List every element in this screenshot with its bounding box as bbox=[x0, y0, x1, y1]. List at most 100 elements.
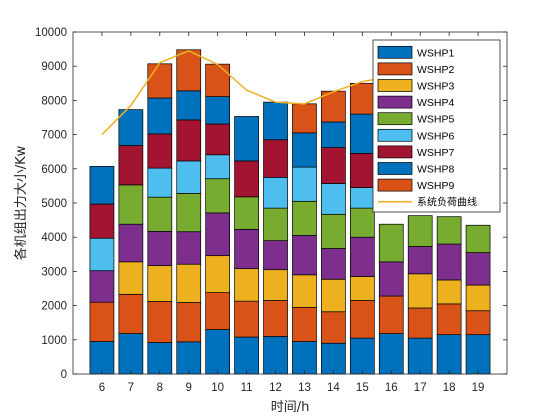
bars bbox=[89, 49, 491, 375]
y-tick-label: 4000 bbox=[41, 232, 67, 244]
bar-segment-wshp5-10 bbox=[205, 178, 231, 214]
bar-segment-wshp5-16 bbox=[378, 223, 404, 263]
legend: WSHP1 WSHP2 WSHP3 WSHP4 WSHP5 WSHP6 WSHP7 WSHP8… bbox=[372, 39, 501, 213]
bar-segment-wshp1-18 bbox=[436, 334, 462, 375]
x-tick-label: 14 bbox=[327, 382, 340, 394]
bar-segment-wshp5-7 bbox=[118, 184, 144, 225]
bar-segment-wshp5-19 bbox=[465, 224, 491, 253]
y-axis-label: 各机组出力大小/Kw bbox=[13, 145, 29, 260]
bar-segment-wshp3-12 bbox=[263, 269, 288, 301]
legend-swatch-wshp5 bbox=[377, 112, 413, 126]
bar-segment-wshp1-6 bbox=[89, 341, 115, 375]
bar-segment-wshp7-6 bbox=[89, 203, 115, 239]
bar-segment-wshp3-18 bbox=[436, 279, 462, 305]
bar-segment-wshp7-9 bbox=[176, 119, 202, 162]
bar-segment-wshp8-14 bbox=[321, 121, 346, 148]
bar-segment-wshp4-19 bbox=[465, 252, 491, 286]
bar-segment-wshp2-8 bbox=[147, 301, 173, 343]
bar-segment-wshp8-11 bbox=[234, 116, 259, 162]
bar-segment-wshp1-9 bbox=[176, 341, 202, 375]
bar-segment-wshp2-19 bbox=[465, 310, 491, 336]
legend-swatch-wshp6 bbox=[377, 128, 413, 142]
legend-label-wshp3: WSHP3 bbox=[417, 81, 455, 93]
bar-segment-wshp4-6 bbox=[89, 270, 115, 303]
bar-segment-wshp8-13 bbox=[292, 132, 317, 168]
x-axis-label: 时间/h bbox=[271, 400, 310, 415]
bar-segment-wshp6-9 bbox=[176, 160, 202, 194]
bar-segment-wshp8-15 bbox=[349, 113, 375, 154]
bar-segment-wshp3-14 bbox=[321, 278, 346, 313]
bar-segment-wshp3-11 bbox=[234, 268, 259, 302]
bar-segment-wshp5-12 bbox=[263, 207, 288, 241]
bar-segment-wshp5-11 bbox=[234, 196, 259, 230]
bar-segment-wshp2-11 bbox=[234, 300, 259, 338]
bar-segment-wshp1-16 bbox=[378, 333, 404, 375]
bar-segment-wshp9-10 bbox=[205, 63, 231, 97]
bar-segment-wshp7-11 bbox=[234, 160, 259, 198]
legend-swatch-wshp4 bbox=[377, 95, 413, 109]
legend-label-wshp8: WSHP8 bbox=[417, 164, 455, 176]
bar-segment-wshp9-8 bbox=[147, 63, 173, 99]
bar-segment-wshp6-13 bbox=[292, 166, 317, 202]
y-tick-label: 3000 bbox=[41, 266, 67, 278]
bar-segment-wshp7-10 bbox=[205, 123, 231, 156]
bar-segment-wshp9-15 bbox=[349, 82, 375, 115]
bar-segment-wshp2-15 bbox=[349, 300, 375, 339]
bar-segment-wshp5-9 bbox=[176, 193, 202, 233]
bar-segment-wshp4-9 bbox=[176, 231, 202, 265]
bar-segment-wshp1-13 bbox=[292, 341, 317, 375]
bar-segment-wshp3-8 bbox=[147, 265, 173, 302]
bar-segment-wshp4-12 bbox=[263, 240, 288, 271]
y-tick-label: 8000 bbox=[41, 95, 67, 107]
bar-segment-wshp2-6 bbox=[89, 301, 115, 342]
bar-segment-wshp7-8 bbox=[147, 133, 173, 169]
bar-segment-wshp4-10 bbox=[205, 212, 231, 257]
legend-label-wshp9: WSHP9 bbox=[417, 180, 455, 192]
bar-segment-wshp7-14 bbox=[321, 147, 346, 184]
bar-segment-wshp5-15 bbox=[349, 207, 375, 238]
bar-segment-wshp2-9 bbox=[176, 302, 202, 343]
y-tick-label: 5000 bbox=[41, 198, 67, 210]
bar-segment-wshp4-13 bbox=[292, 235, 317, 276]
x-tick-label: 6 bbox=[99, 382, 105, 394]
x-tick-label: 7 bbox=[128, 382, 134, 394]
bar-segment-wshp4-11 bbox=[234, 228, 259, 270]
bar-segment-wshp3-17 bbox=[407, 273, 433, 309]
bar-segment-wshp5-8 bbox=[147, 196, 173, 232]
x-tick-label: 19 bbox=[472, 382, 485, 394]
bar-segment-wshp6-15 bbox=[349, 187, 375, 209]
x-tick-label: 15 bbox=[356, 382, 369, 394]
bar-segment-wshp2-13 bbox=[292, 306, 317, 342]
bar-segment-wshp3-7 bbox=[118, 261, 144, 295]
bar-segment-wshp7-15 bbox=[349, 153, 375, 188]
bar-segment-wshp3-9 bbox=[176, 263, 202, 303]
bar-segment-wshp6-10 bbox=[205, 154, 231, 180]
legend-label-wshp7: WSHP7 bbox=[417, 147, 455, 159]
legend-label-wshp4: WSHP4 bbox=[417, 97, 455, 109]
bar-segment-wshp9-13 bbox=[292, 103, 317, 134]
bar-segment-wshp4-15 bbox=[349, 236, 375, 277]
bar-segment-wshp6-8 bbox=[147, 167, 173, 198]
bar-segment-wshp2-17 bbox=[407, 307, 433, 339]
bar-segment-wshp2-10 bbox=[205, 292, 231, 330]
bar-segment-wshp6-14 bbox=[321, 183, 346, 215]
legend-swatch-wshp2 bbox=[377, 62, 413, 76]
bar-segment-wshp8-12 bbox=[263, 101, 288, 141]
legend-label-wshp1: WSHP1 bbox=[417, 47, 455, 59]
y-axis: 0 1000 2000 3000 4000 5000 6000 7000 8000 9000 100… bbox=[35, 27, 507, 381]
bar-segment-wshp8-6 bbox=[89, 166, 115, 205]
y-tick-label: 6000 bbox=[41, 164, 67, 176]
x-axis: 6 7 8 9 10 11 12 13 14 15 16 17 18 19 bbox=[99, 32, 485, 394]
bar-segment-wshp8-9 bbox=[176, 90, 202, 121]
y-tick-label: 0 bbox=[61, 369, 67, 381]
bar-segment-wshp3-19 bbox=[465, 284, 491, 312]
bar-segment-wshp4-14 bbox=[321, 248, 346, 280]
bar-segment-wshp4-8 bbox=[147, 231, 173, 266]
legend-swatch-wshp3 bbox=[377, 79, 413, 92]
bar-segment-wshp4-7 bbox=[118, 223, 144, 263]
x-tick-label: 13 bbox=[298, 382, 311, 394]
x-tick-label: 16 bbox=[385, 382, 398, 394]
bar-segment-wshp4-18 bbox=[436, 243, 462, 281]
bar-segment-wshp8-10 bbox=[205, 96, 231, 125]
